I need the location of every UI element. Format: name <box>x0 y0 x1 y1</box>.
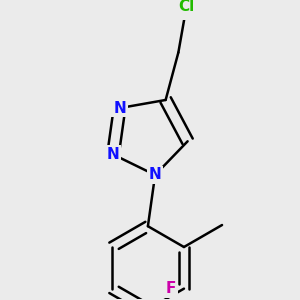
Text: N: N <box>107 147 119 162</box>
Text: Cl: Cl <box>178 0 195 14</box>
Text: N: N <box>149 167 161 182</box>
Text: F: F <box>166 281 176 296</box>
Text: N: N <box>113 100 126 116</box>
